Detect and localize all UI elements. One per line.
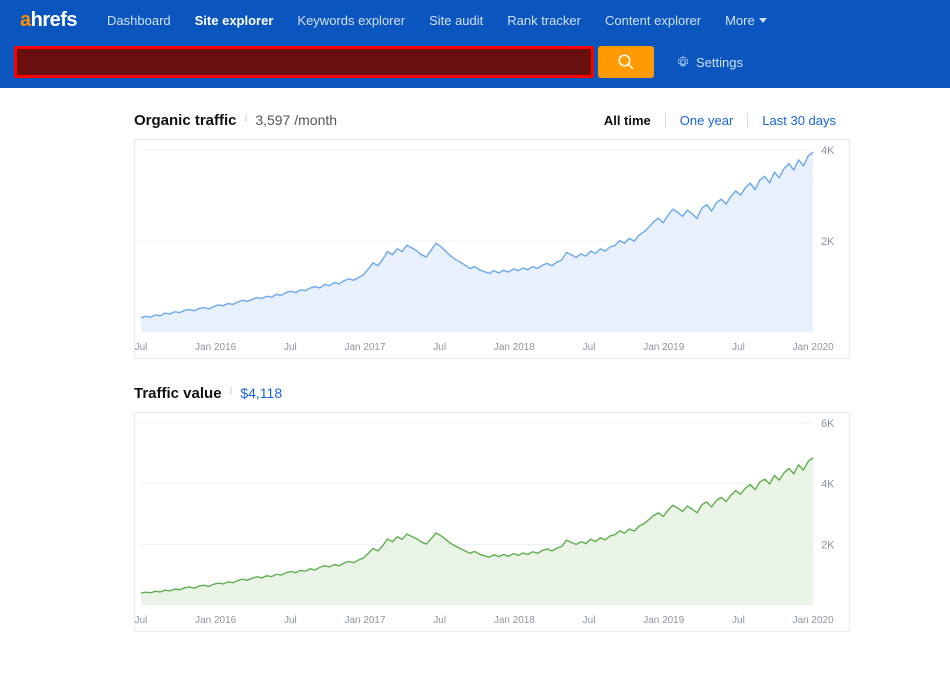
y-tick-label: 2K [821,236,835,248]
search-icon [617,53,635,71]
x-tick-label: Jan 2016 [195,615,236,626]
time-filter-one-year[interactable]: One year [665,113,747,128]
search-button[interactable] [598,46,654,78]
logo-rest: hrefs [31,9,77,31]
logo-a: a [20,9,31,31]
panel-title: Traffic value [134,385,222,402]
x-tick-label: Jul [284,615,297,626]
y-tick-label: 6K [821,418,835,430]
y-tick-label: 2K [821,539,835,551]
x-tick-label: Jan 2020 [793,342,834,353]
nav-item-more[interactable]: More [713,3,779,38]
chart-box: 2K 4K 6K Jul Jan 2016 Jul Jan 2017 Jul Jan 2018 J… [134,412,850,632]
nav-item-site-audit[interactable]: Site audit [417,3,495,38]
chart-area [141,458,813,605]
nav-more-label: More [725,13,755,28]
y-tick-label: 4K [821,479,835,491]
chevron-down-icon [759,18,767,23]
x-tick-label: Jul [732,615,745,626]
panel-title: Organic traffic [134,112,237,129]
content: Organic traffic i 3,597 /month All timeOne … [0,88,950,678]
x-tick-label: Jul [732,342,745,353]
gear-icon [676,55,690,69]
x-tick-label: Jan 2020 [793,615,834,626]
settings-link[interactable]: Settings [676,55,743,70]
info-icon[interactable]: i [245,113,248,124]
x-tick-label: Jul [433,342,446,353]
nav-row: ahrefs DashboardSite explorerKeywords ex… [0,0,950,40]
nav-item-site-explorer[interactable]: Site explorer [183,3,286,38]
chart-svg: 2K 4K Jul Jan 2016 Jul Jan 2017 Jul Jan 2018 Jul… [135,140,849,358]
x-tick-label: Jul [583,342,596,353]
nav-items: DashboardSite explorerKeywords explorerS… [95,3,779,38]
search-input[interactable] [14,46,594,78]
nav-item-keywords-explorer[interactable]: Keywords explorer [285,3,417,38]
settings-label: Settings [696,55,743,70]
x-tick-label: Jan 2017 [345,342,386,353]
nav-item-rank-tracker[interactable]: Rank tracker [495,3,593,38]
panel-title-row: Organic traffic i 3,597 /month [134,112,337,129]
panel-value[interactable]: $4,118 [240,385,282,401]
x-tick-label: Jul [284,342,297,353]
x-tick-label: Jul [583,615,596,626]
nav-item-content-explorer[interactable]: Content explorer [593,3,713,38]
x-tick-label: Jan 2018 [494,615,535,626]
panel-organic-traffic: Organic traffic i 3,597 /month All timeOne … [134,112,850,359]
logo[interactable]: ahrefs [0,3,95,38]
search-wrap [14,46,594,78]
y-tick-label: 4K [821,145,835,157]
x-tick-label: Jan 2019 [643,615,684,626]
time-filter-last-30-days[interactable]: Last 30 days [747,113,850,128]
chart-box: 2K 4K Jul Jan 2016 Jul Jan 2017 Jul Jan 2018 Jul… [134,139,850,359]
chart-svg: 2K 4K 6K Jul Jan 2016 Jul Jan 2017 Jul Jan 2018 J… [135,413,849,631]
x-tick-label: Jul [135,615,147,626]
nav-item-dashboard[interactable]: Dashboard [95,3,183,38]
search-row: Settings [0,40,950,88]
x-tick-label: Jan 2016 [195,342,236,353]
x-tick-label: Jan 2017 [345,615,386,626]
info-icon[interactable]: i [230,386,233,397]
panel-header: Organic traffic i 3,597 /month All timeOne … [134,112,850,129]
x-tick-label: Jan 2019 [643,342,684,353]
panel-header: Traffic value i $4,118 [134,385,850,402]
x-tick-label: Jul [433,615,446,626]
panel-title-row: Traffic value i $4,118 [134,385,282,402]
x-tick-label: Jan 2018 [494,342,535,353]
chart-area [141,152,813,332]
topbar: ahrefs DashboardSite explorerKeywords ex… [0,0,950,88]
panel-traffic-value: Traffic value i $4,118 2K 4K 6K Jul Jan 2016 Jul… [134,385,850,632]
time-filters: All timeOne yearLast 30 days [590,113,850,128]
x-tick-label: Jul [135,342,147,353]
panel-value: 3,597 /month [255,112,337,128]
time-filter-all-time[interactable]: All time [590,113,665,128]
